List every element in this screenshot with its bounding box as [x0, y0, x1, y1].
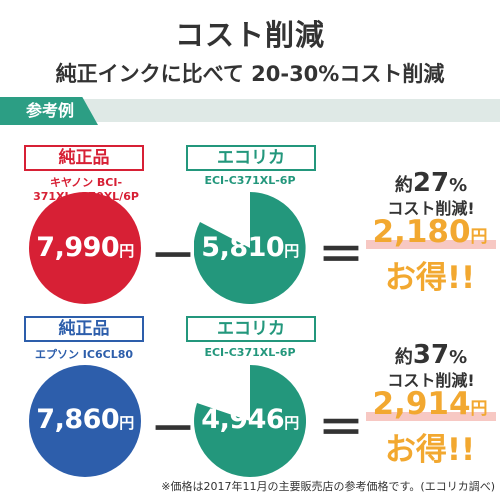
equals-sign: ＝: [318, 228, 364, 282]
highlight-band: [366, 412, 496, 421]
saving-amount: 2,180円: [372, 214, 488, 250]
example-tab: [0, 97, 98, 125]
example-bar: [0, 99, 500, 122]
minus-sign: －: [150, 402, 196, 456]
saving-percent: 約27%: [394, 168, 468, 198]
genuine-label-box: 純正品: [24, 316, 144, 342]
saving-text: コスト削減!: [387, 371, 475, 390]
alt-model: ECI-C371XL-6P: [204, 346, 296, 359]
alt-price-pie: [194, 192, 306, 304]
alt-price-pie: [194, 365, 306, 477]
footnote: ※価格は2017年11月の主要販売店の参考価格です。(エコリカ調べ): [161, 480, 495, 493]
saving-amount: 2,914円: [372, 386, 488, 422]
equals-sign: ＝: [318, 401, 364, 455]
page-title: コスト削減: [174, 18, 325, 52]
highlight-band: [366, 240, 496, 249]
genuine-model: エプソン IC6CL80: [34, 348, 134, 361]
genuine-label-box: 純正品: [24, 145, 144, 171]
alt-price: 4,946円: [201, 404, 299, 435]
alt-model: ECI-C371XL-6P: [204, 174, 296, 187]
saving-percent: 約37%: [394, 340, 468, 370]
page-subtitle: 純正インクに比べて 20-30%コスト削減: [55, 62, 445, 86]
otoku-text: お得!!: [384, 432, 476, 468]
genuine-price-circle: [29, 192, 141, 304]
alt-label-box: エコリカ: [186, 316, 316, 342]
alt-price: 5,810円: [201, 232, 299, 263]
minus-sign: －: [150, 229, 196, 283]
alt-label-box: エコリカ: [186, 145, 316, 171]
genuine-price: 7,860円: [36, 404, 134, 435]
otoku-text: お得!!: [384, 260, 476, 296]
saving-text: コスト削減!: [387, 199, 475, 218]
example-label: 参考例: [25, 101, 74, 120]
genuine-price: 7,990円: [36, 232, 134, 263]
genuine-price-circle: [29, 365, 141, 477]
